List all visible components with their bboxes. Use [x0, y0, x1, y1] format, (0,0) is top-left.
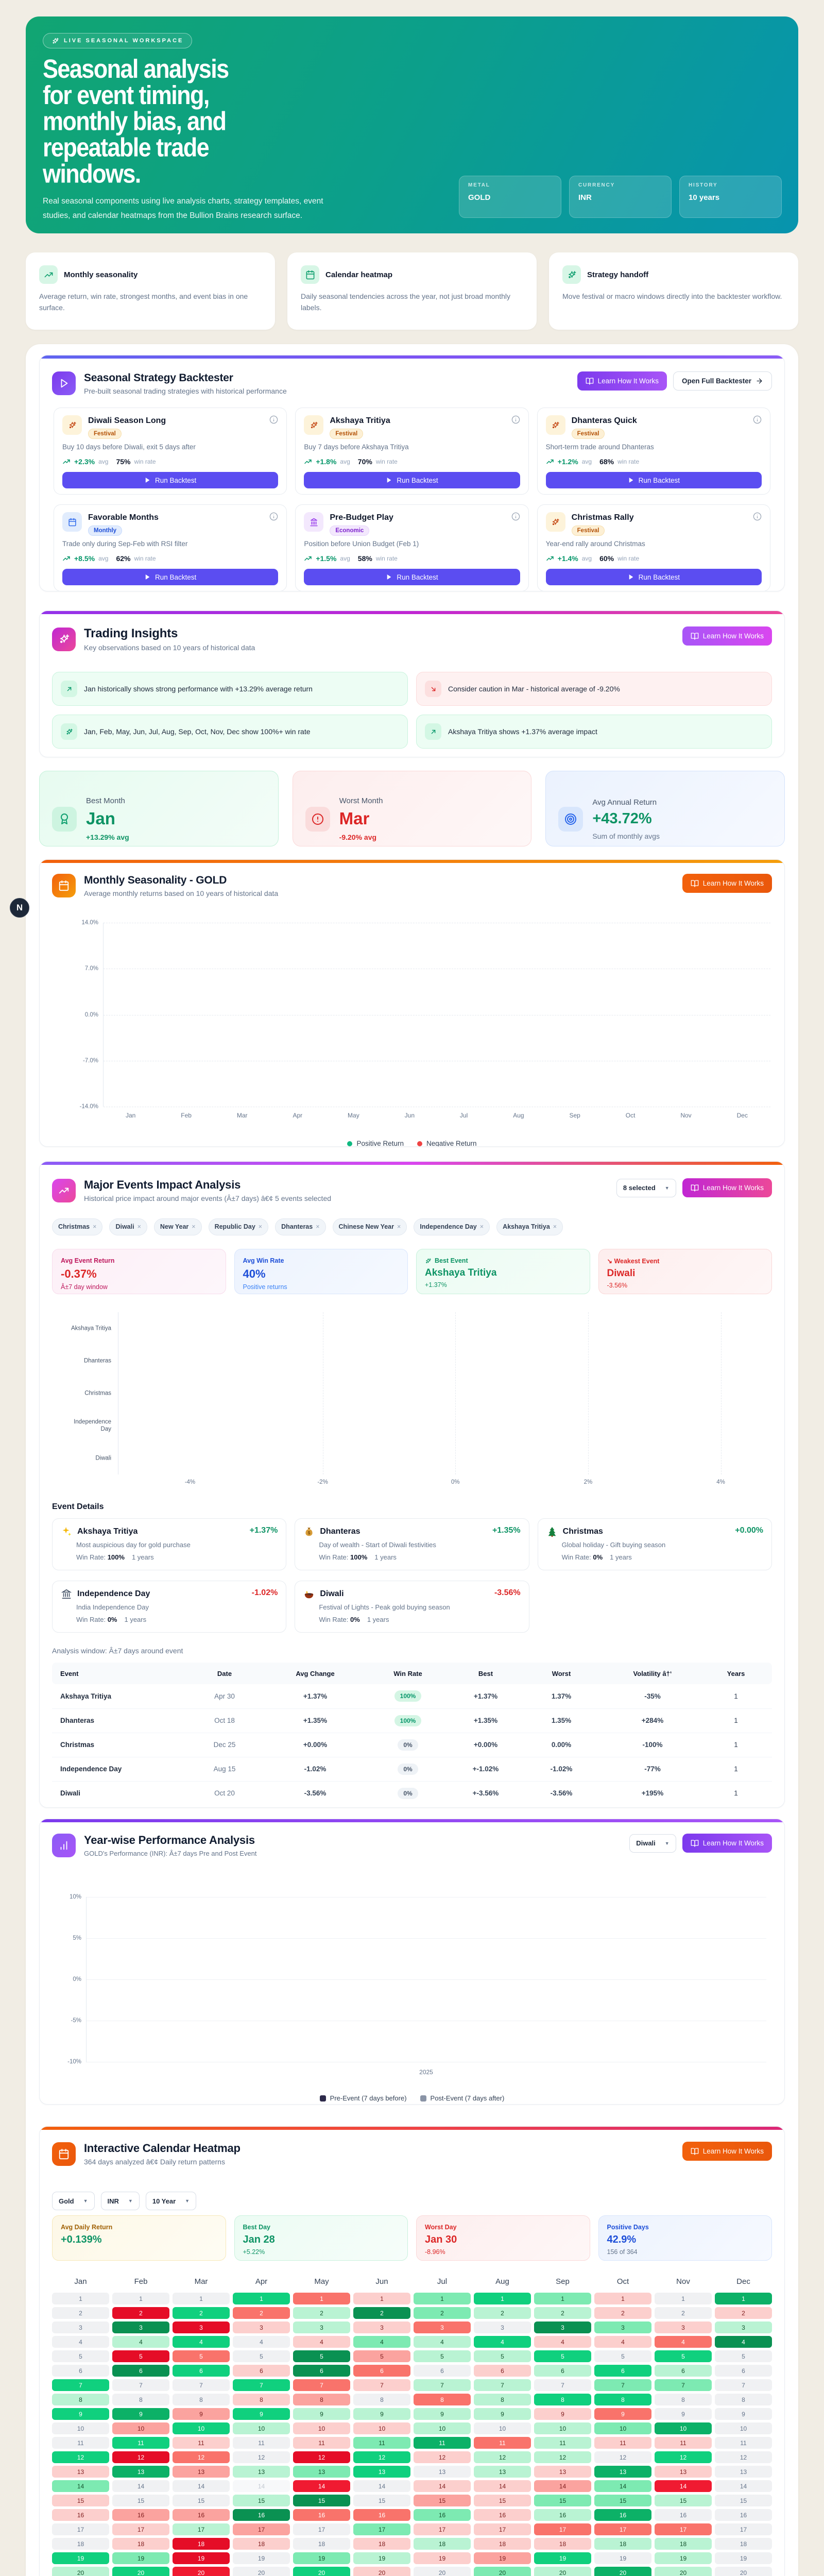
svg-text:$: $: [308, 1531, 311, 1535]
